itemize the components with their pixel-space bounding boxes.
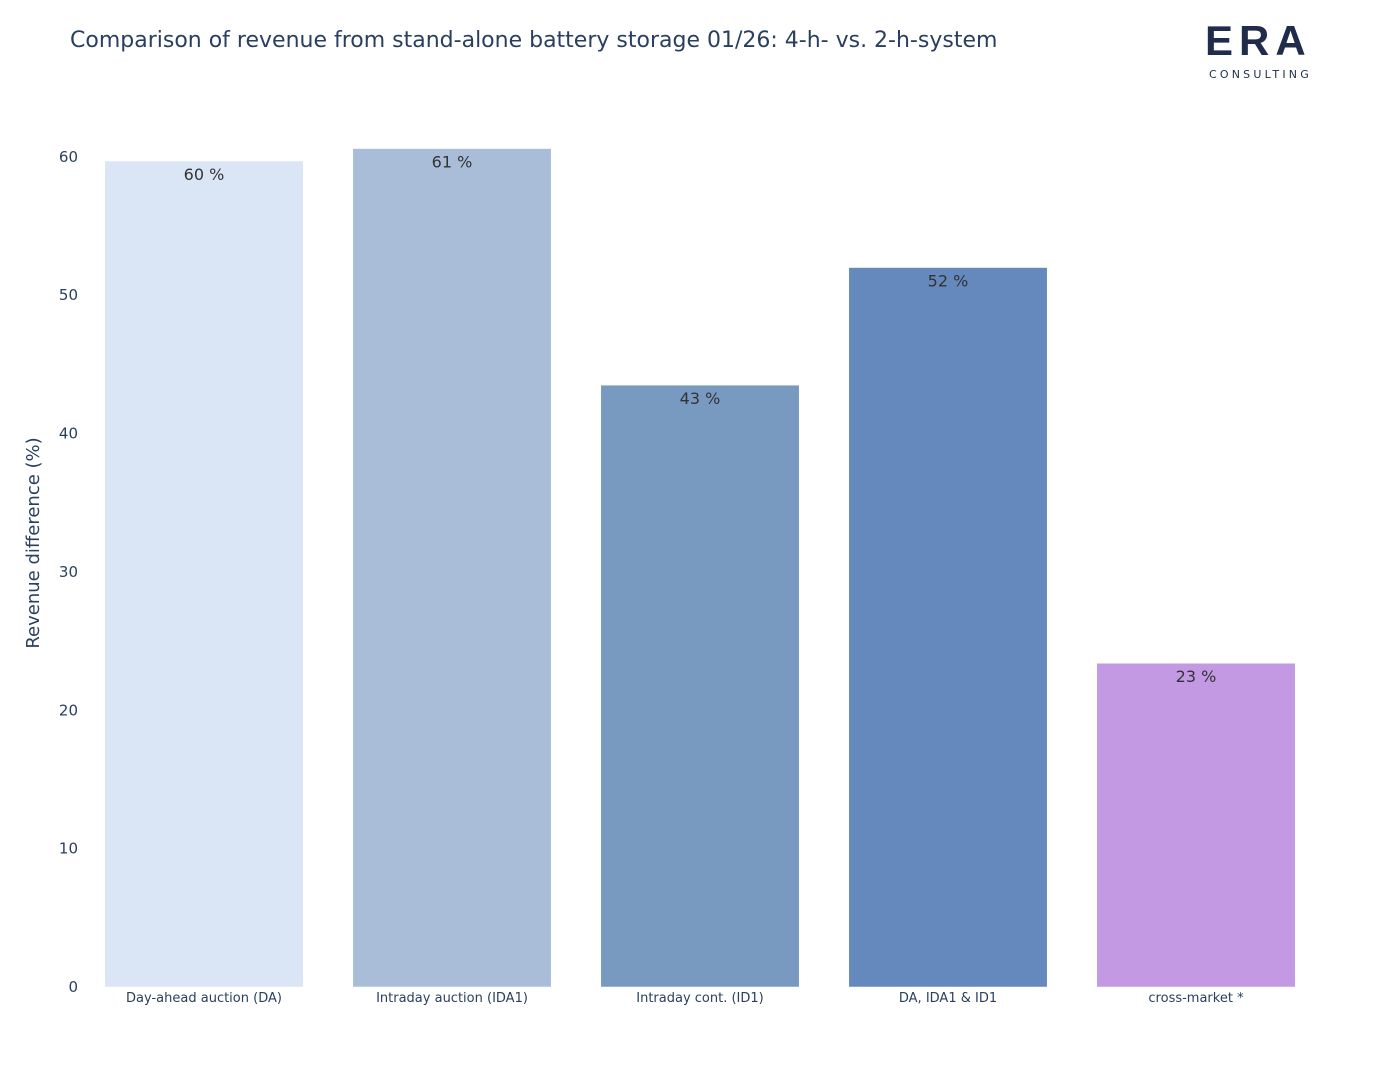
x-tick-label: Intraday cont. (ID1) bbox=[636, 991, 764, 1006]
y-tick-label: 60 bbox=[59, 148, 78, 166]
bars: 60 % 61 % 43 % 52 % 23 % bbox=[104, 148, 1296, 988]
y-tick-label: 0 bbox=[68, 978, 78, 996]
y-tick-label: 50 bbox=[59, 286, 78, 304]
y-tick-label: 10 bbox=[59, 840, 78, 858]
bar bbox=[352, 148, 552, 988]
chart-title: Comparison of revenue from stand-alone b… bbox=[70, 28, 998, 53]
x-tick-label: DA, IDA1 & ID1 bbox=[899, 991, 997, 1006]
bar bbox=[1096, 662, 1296, 988]
logo-mark: ERA bbox=[1205, 17, 1312, 64]
logo-subtitle: CONSULTING bbox=[1209, 68, 1312, 81]
y-axis: 0 10 20 30 40 50 60 bbox=[59, 148, 78, 996]
x-tick-label: cross-market * bbox=[1148, 991, 1244, 1006]
bar bbox=[848, 267, 1048, 988]
bar-value-label: 52 % bbox=[928, 272, 969, 291]
x-tick-label: Day-ahead auction (DA) bbox=[126, 991, 282, 1006]
y-tick-label: 30 bbox=[59, 563, 78, 581]
era-consulting-logo: ERA CONSULTING bbox=[1205, 18, 1325, 84]
bar-value-label: 61 % bbox=[432, 153, 473, 172]
x-axis: Day-ahead auction (DA) Intraday auction (… bbox=[126, 991, 1244, 1006]
y-axis-label: Revenue difference (%) bbox=[23, 437, 44, 648]
y-tick-label: 40 bbox=[59, 425, 78, 443]
bar bbox=[104, 160, 304, 988]
bar-value-label: 60 % bbox=[184, 165, 225, 184]
x-tick-label: Intraday auction (IDA1) bbox=[376, 991, 528, 1006]
bar-value-label: 23 % bbox=[1176, 667, 1217, 686]
bar-value-label: 43 % bbox=[680, 389, 721, 408]
y-tick-label: 20 bbox=[59, 701, 78, 719]
bar bbox=[600, 384, 800, 988]
